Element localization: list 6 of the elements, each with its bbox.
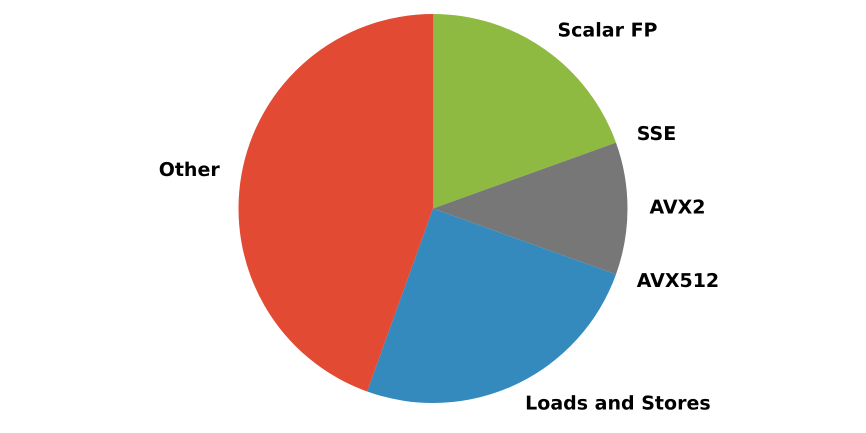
slice-label: Loads and Stores xyxy=(525,392,711,414)
slice-label: Other xyxy=(158,159,220,182)
slice-label: Scalar FP xyxy=(557,19,658,42)
category-label: SSE xyxy=(636,123,676,146)
category-label: AVX512 xyxy=(636,270,720,292)
slice-label: AVX2 xyxy=(650,196,706,218)
